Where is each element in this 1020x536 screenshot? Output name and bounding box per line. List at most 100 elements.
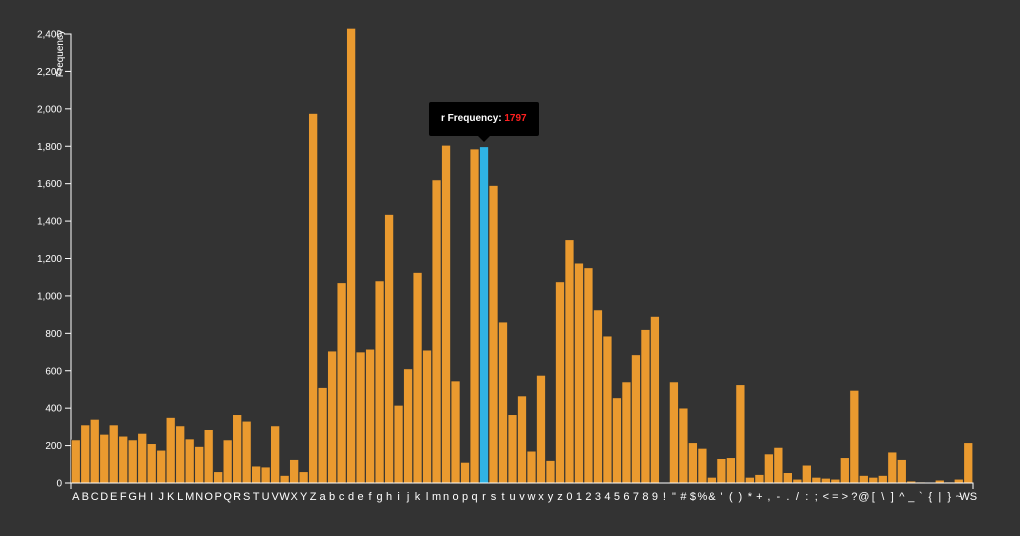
bar[interactable] — [574, 262, 584, 484]
bar[interactable] — [156, 449, 166, 484]
bar[interactable] — [89, 419, 100, 484]
bar[interactable] — [194, 446, 204, 484]
bar[interactable] — [745, 477, 755, 484]
bar[interactable] — [184, 438, 195, 484]
bar[interactable] — [488, 185, 499, 484]
bar-highlighted[interactable] — [479, 146, 489, 484]
bar[interactable] — [963, 442, 973, 484]
bar[interactable] — [260, 466, 271, 484]
bar[interactable] — [99, 434, 109, 484]
bar[interactable] — [241, 420, 252, 484]
bar[interactable] — [583, 267, 594, 484]
bar[interactable] — [555, 281, 565, 484]
bar[interactable] — [498, 321, 508, 484]
bar[interactable] — [773, 447, 784, 484]
bar[interactable] — [593, 309, 603, 484]
bar[interactable] — [830, 478, 841, 484]
bar[interactable] — [887, 451, 898, 484]
bar[interactable] — [222, 439, 233, 484]
bar[interactable] — [707, 477, 717, 484]
bar[interactable] — [688, 442, 698, 484]
bar[interactable] — [507, 414, 518, 484]
x-tick-label: U — [262, 491, 270, 503]
bar[interactable] — [897, 459, 907, 484]
bar[interactable] — [868, 477, 879, 484]
bar[interactable] — [384, 214, 394, 484]
bar[interactable] — [640, 329, 651, 484]
bar[interactable] — [849, 390, 860, 484]
bar[interactable] — [460, 462, 470, 484]
bar[interactable] — [450, 380, 461, 484]
x-tick-label: V — [271, 491, 279, 503]
y-tick-label: 1,400 — [37, 217, 62, 228]
bar[interactable] — [118, 435, 128, 484]
bar[interactable] — [726, 457, 736, 484]
bar[interactable] — [669, 381, 679, 484]
bar[interactable] — [735, 384, 746, 484]
bar[interactable] — [754, 474, 765, 484]
bar[interactable] — [840, 457, 850, 484]
bar[interactable] — [108, 424, 119, 484]
bar[interactable] — [137, 433, 147, 484]
x-tick-label: ~ — [956, 491, 962, 503]
bar[interactable] — [517, 395, 527, 484]
bar[interactable] — [317, 387, 328, 484]
bar[interactable] — [203, 429, 214, 484]
bar[interactable] — [80, 424, 90, 484]
bar[interactable] — [545, 460, 556, 484]
bar[interactable] — [127, 439, 138, 484]
bar[interactable] — [232, 414, 242, 484]
bar[interactable] — [621, 381, 632, 484]
x-tick-label: h — [386, 491, 392, 503]
bar[interactable] — [783, 472, 793, 484]
bar[interactable] — [422, 349, 432, 484]
bar[interactable] — [270, 425, 280, 484]
bar[interactable] — [792, 478, 803, 484]
bar[interactable] — [336, 282, 347, 484]
bar[interactable] — [526, 450, 537, 484]
bar[interactable] — [251, 465, 261, 484]
bar[interactable] — [175, 425, 185, 484]
x-tick-label: m — [432, 491, 441, 503]
bar[interactable] — [355, 351, 366, 484]
bar[interactable] — [821, 478, 831, 484]
bar[interactable] — [289, 459, 299, 484]
bar[interactable] — [346, 28, 356, 484]
bar[interactable] — [374, 280, 385, 484]
bar[interactable] — [165, 417, 176, 484]
bar[interactable] — [764, 453, 774, 484]
bar[interactable] — [441, 145, 451, 484]
x-tick-label: 3 — [595, 491, 601, 503]
bar[interactable] — [213, 471, 223, 484]
bar[interactable] — [631, 354, 641, 484]
bar[interactable] — [146, 443, 157, 484]
bar[interactable] — [327, 350, 337, 484]
bar[interactable] — [878, 475, 888, 484]
x-tick-label: @ — [858, 491, 869, 503]
bar[interactable] — [697, 448, 708, 484]
bar[interactable] — [602, 335, 613, 484]
bar[interactable] — [859, 475, 869, 484]
bar[interactable] — [564, 239, 575, 484]
bar[interactable] — [678, 407, 689, 484]
bar[interactable] — [612, 397, 622, 484]
bar[interactable] — [298, 471, 309, 484]
bar[interactable] — [802, 464, 812, 484]
bar[interactable] — [71, 439, 81, 484]
bar[interactable] — [536, 375, 546, 484]
bar[interactable] — [431, 179, 442, 484]
bar[interactable] — [403, 368, 413, 484]
bar[interactable] — [393, 405, 404, 484]
bar[interactable] — [365, 348, 375, 484]
bar[interactable] — [469, 148, 480, 484]
bar[interactable] — [716, 458, 727, 484]
bar[interactable] — [811, 477, 822, 484]
bar[interactable] — [650, 316, 660, 484]
x-tick-label: < — [823, 491, 829, 503]
bar[interactable] — [412, 272, 423, 484]
bar[interactable] — [308, 113, 318, 484]
bar[interactable] — [954, 478, 964, 484]
bar[interactable] — [279, 475, 290, 484]
x-tick-label: 8 — [642, 491, 648, 503]
